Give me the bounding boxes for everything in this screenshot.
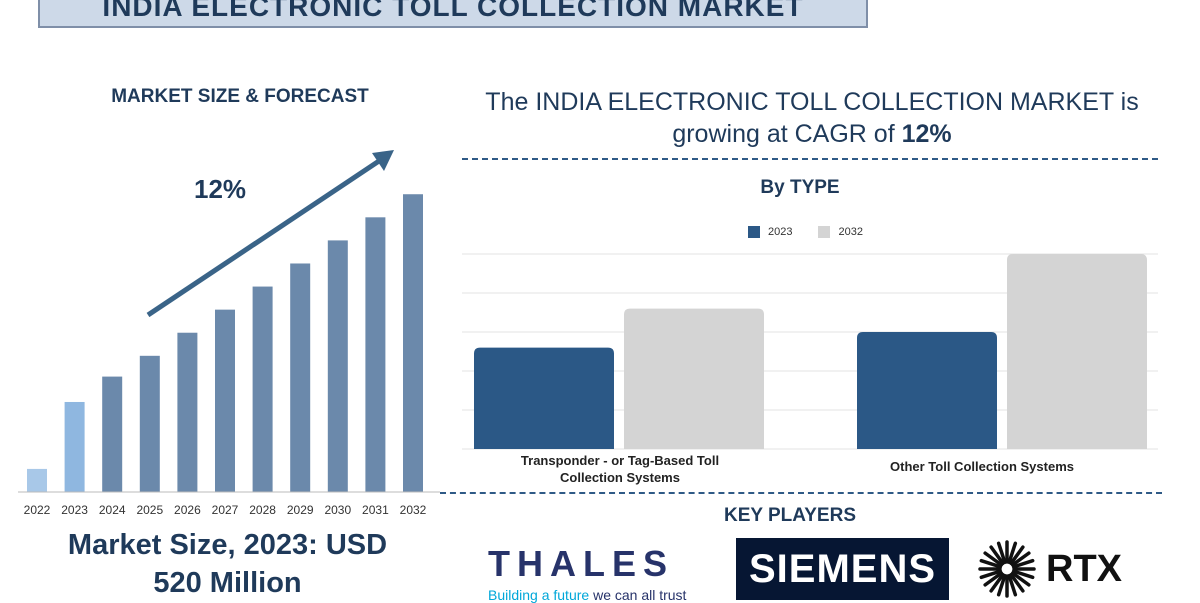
divider-bottom (440, 492, 1162, 494)
type-bar-2023-transponder (474, 347, 614, 449)
legend-item-2032: 2032 (818, 226, 863, 238)
rtx-burst-ray (1007, 541, 1018, 565)
market-size-text: Market Size, 2023: USD 520 Million (0, 526, 455, 602)
by-type-chart (462, 253, 1158, 450)
rtx-wordmark: RTX (1046, 547, 1122, 590)
legend-label-2032: 2032 (838, 226, 863, 238)
rtx-burst-ray (1009, 545, 1025, 566)
rtx-burst-ray (996, 573, 1007, 597)
by-type-header: By TYPE (760, 177, 840, 198)
divider-top (462, 158, 1158, 160)
market-forecast-chart: 2022 2023 2024 2025 2026 2027 2028 2029 2030 2031… (18, 150, 440, 517)
rtx-burst-ray (1007, 573, 1018, 597)
rtx-burst-ray (1010, 551, 1031, 567)
rtx-burst-ray (1009, 572, 1025, 593)
key-players-header: KEY PLAYERS (724, 505, 856, 526)
page-title: INDIA ELECTRONIC TOLL COLLECTION MARKET (38, 0, 868, 28)
market-size-header: MARKET SIZE & FORECAST (111, 86, 369, 107)
forecast-bar-2026 (177, 332, 198, 492)
rtx-burst-ray (1011, 558, 1035, 569)
market-size-line-1: Market Size, 2023: USD (67, 529, 388, 561)
forecast-bar-2027 (215, 309, 235, 492)
year-tick-2032: 2032 (400, 503, 427, 517)
legend-swatch-2023 (748, 226, 760, 238)
legend-swatch-2032 (818, 226, 831, 238)
growth-arrow-line (146, 152, 390, 318)
thales-wordmark: THALES (488, 543, 674, 584)
legend-item-2023: 2023 (748, 226, 792, 238)
year-tick-2023: 2023 (61, 503, 88, 517)
forecast-bar-2029 (290, 263, 311, 492)
forecast-bar-2022 (27, 468, 47, 492)
category-label-other: Other Toll Collection Systems (890, 459, 1074, 474)
cagr-headline: The INDIA ELECTRONIC TOLL COLLECTION MAR… (462, 86, 1162, 150)
rtx-burst-ray (1011, 569, 1035, 580)
year-tick-2027: 2027 (212, 503, 239, 517)
type-bar-2023-other (857, 332, 997, 449)
year-tick-2025: 2025 (136, 503, 163, 517)
thales-tagline-b: we can all trust (589, 587, 687, 603)
year-tick-2024: 2024 (99, 503, 126, 517)
year-tick-2022: 2022 (24, 503, 51, 517)
rtx-burst-ray (989, 572, 1005, 593)
rtx-logo: RTX (976, 538, 1122, 600)
thales-tagline: Building a future we can all trust (488, 587, 713, 603)
cagr-headline-text: The INDIA ELECTRONIC TOLL COLLECTION MAR… (485, 88, 1139, 148)
rtx-burst-icon (978, 540, 1036, 598)
siemens-logo: SIEMENS (736, 538, 949, 600)
type-chart-legend: 2023 2032 (748, 226, 889, 238)
category-label-transponder: Transponder - or Tag-Based Toll Collecti… (520, 453, 720, 485)
rtx-burst-ray (979, 558, 1003, 569)
year-tick-2026: 2026 (174, 503, 201, 517)
rtx-burst-ray (983, 571, 1004, 587)
type-bar-2032-transponder (624, 308, 764, 449)
thales-tagline-a: Building a future (488, 587, 590, 603)
market-size-line-2: 520 Million (153, 567, 302, 599)
forecast-bar-2024 (102, 376, 123, 492)
rtx-burst-ray (989, 545, 1005, 566)
forecast-bar-2023 (64, 401, 85, 492)
thales-logo: THALES Building a future we can all trus… (488, 545, 713, 603)
type-bar-2032-other (1007, 254, 1147, 449)
cagr-headline-value: 12% (901, 120, 952, 148)
year-tick-2028: 2028 (249, 503, 276, 517)
year-tick-2031: 2031 (362, 503, 389, 517)
forecast-bar-2028 (252, 286, 273, 492)
rtx-burst-ray (996, 541, 1007, 565)
forecast-bar-2025 (139, 355, 160, 492)
rtx-burst-ray (1010, 571, 1031, 587)
cagr-annotation: 12% (194, 174, 247, 204)
growth-arrow-head (372, 150, 394, 171)
year-tick-2030: 2030 (324, 503, 351, 517)
rtx-burst-ray (979, 569, 1003, 580)
year-tick-2029: 2029 (287, 503, 314, 517)
forecast-bar-2030 (327, 240, 348, 492)
legend-label-2023: 2023 (768, 226, 793, 238)
forecast-bar-2032 (403, 194, 423, 492)
forecast-bar-2031 (365, 217, 386, 492)
rtx-burst-ray (983, 551, 1004, 567)
